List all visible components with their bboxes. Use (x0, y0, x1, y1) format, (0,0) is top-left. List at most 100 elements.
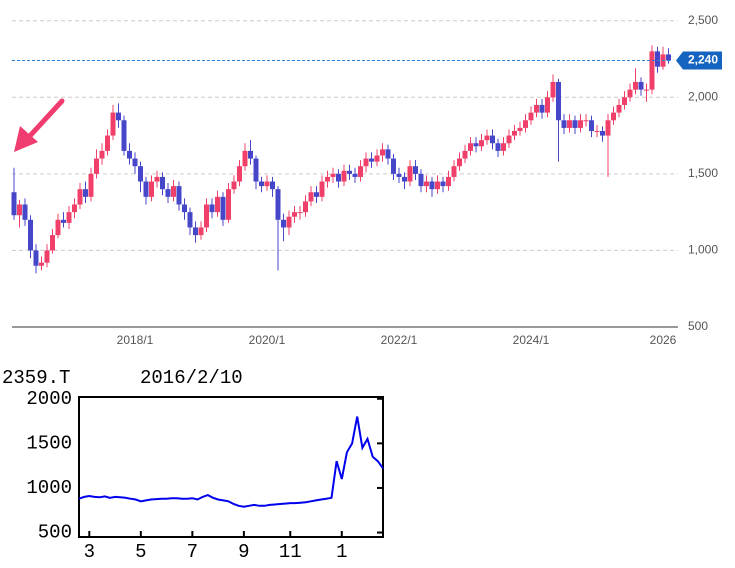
x-tick-label: 2022/1 (381, 333, 418, 347)
candle-body (171, 186, 176, 197)
candle-body (297, 212, 303, 214)
candle-body (627, 89, 633, 98)
candle-body (556, 81, 561, 121)
candle-body (198, 227, 204, 236)
candle-body (462, 150, 468, 159)
candle-body (374, 155, 380, 162)
candle-body (479, 140, 484, 147)
candle-body (281, 219, 286, 228)
candle-body (512, 130, 517, 136)
candle-body (583, 120, 589, 122)
candle-body (396, 173, 402, 177)
candle-body (484, 135, 490, 141)
candle-body (589, 120, 594, 131)
candle-body (473, 143, 479, 147)
candle-body (72, 204, 77, 213)
candle-body (204, 204, 209, 228)
candle-body (446, 176, 451, 187)
x-tick-label: 5 (135, 541, 146, 563)
candle-body (572, 120, 578, 128)
candle-body (468, 143, 473, 151)
candle-body (369, 158, 374, 162)
candle-body (28, 219, 33, 251)
candle-body (528, 112, 534, 121)
candle-body (292, 212, 297, 217)
x-tick-label: 1 (336, 541, 347, 563)
candle-body (649, 51, 655, 90)
candle-body (352, 173, 358, 177)
candle-body (132, 158, 138, 167)
candle-body (160, 176, 165, 190)
candle-body (275, 189, 281, 220)
candle-body (391, 158, 396, 174)
candle-body (264, 181, 270, 187)
candle-body (330, 173, 336, 177)
last-price-tag (676, 51, 722, 70)
candle-body (385, 149, 391, 159)
candle-body (440, 181, 446, 187)
candle-body (303, 201, 308, 213)
candle-body (105, 135, 110, 151)
candle-body (451, 166, 457, 177)
price-line (78, 416, 384, 508)
pointer-arrow (14, 98, 65, 152)
candle-body (55, 219, 61, 236)
candle-body (33, 250, 39, 266)
candle-body (88, 173, 94, 197)
candle-body (176, 186, 182, 205)
candle-body (545, 97, 550, 113)
candle-body (314, 192, 319, 197)
candle-body (220, 196, 226, 220)
y-tick-label: 1,500 (688, 166, 718, 180)
candle-body (143, 181, 149, 197)
x-tick-label: 11 (279, 541, 302, 563)
candle-body (121, 120, 127, 151)
candle-body (358, 166, 363, 177)
candle-body (182, 204, 187, 213)
candle-body (259, 181, 264, 187)
candle-body (138, 166, 143, 182)
candle-body (616, 104, 622, 113)
candle-body (149, 181, 154, 197)
candle-body (600, 130, 605, 136)
candle-body (154, 176, 160, 182)
candle-body (308, 192, 314, 202)
candle-body (424, 181, 429, 187)
candle-body (270, 181, 275, 190)
candle-body (193, 227, 198, 236)
candle-body (347, 170, 352, 174)
candle-body (633, 81, 638, 90)
candle-body (605, 120, 611, 136)
candle-body (209, 204, 215, 213)
candle-body (187, 212, 193, 228)
candle-body (457, 158, 462, 167)
candle-body (66, 212, 72, 223)
candle-body (341, 170, 347, 182)
candle-body (523, 120, 528, 128)
candle-body (550, 81, 556, 98)
candle-body (539, 104, 545, 113)
candle-body (94, 158, 99, 174)
last-price-label: 2,240 (688, 53, 718, 67)
x-tick-label: 2026 (650, 333, 677, 347)
candle-body (61, 219, 66, 223)
x-tick-label: 9 (238, 541, 249, 563)
candle-body (83, 189, 88, 197)
candle-body (435, 181, 440, 190)
candle-body (567, 120, 572, 128)
candle-body (655, 51, 660, 67)
candle-body (110, 112, 116, 136)
candle-body (237, 166, 242, 182)
x-tick-label: 3 (84, 541, 95, 563)
y-tick-label: 2,000 (688, 89, 718, 103)
y-tick-label: 1000 (26, 477, 72, 499)
candle-body (501, 143, 506, 151)
candle-body (22, 204, 28, 220)
candle-body (77, 189, 83, 205)
candle-body (319, 181, 325, 197)
candle-body (44, 250, 50, 263)
candle-body (611, 112, 616, 121)
x-tick-label: 7 (187, 541, 198, 563)
candle-body (363, 158, 369, 167)
